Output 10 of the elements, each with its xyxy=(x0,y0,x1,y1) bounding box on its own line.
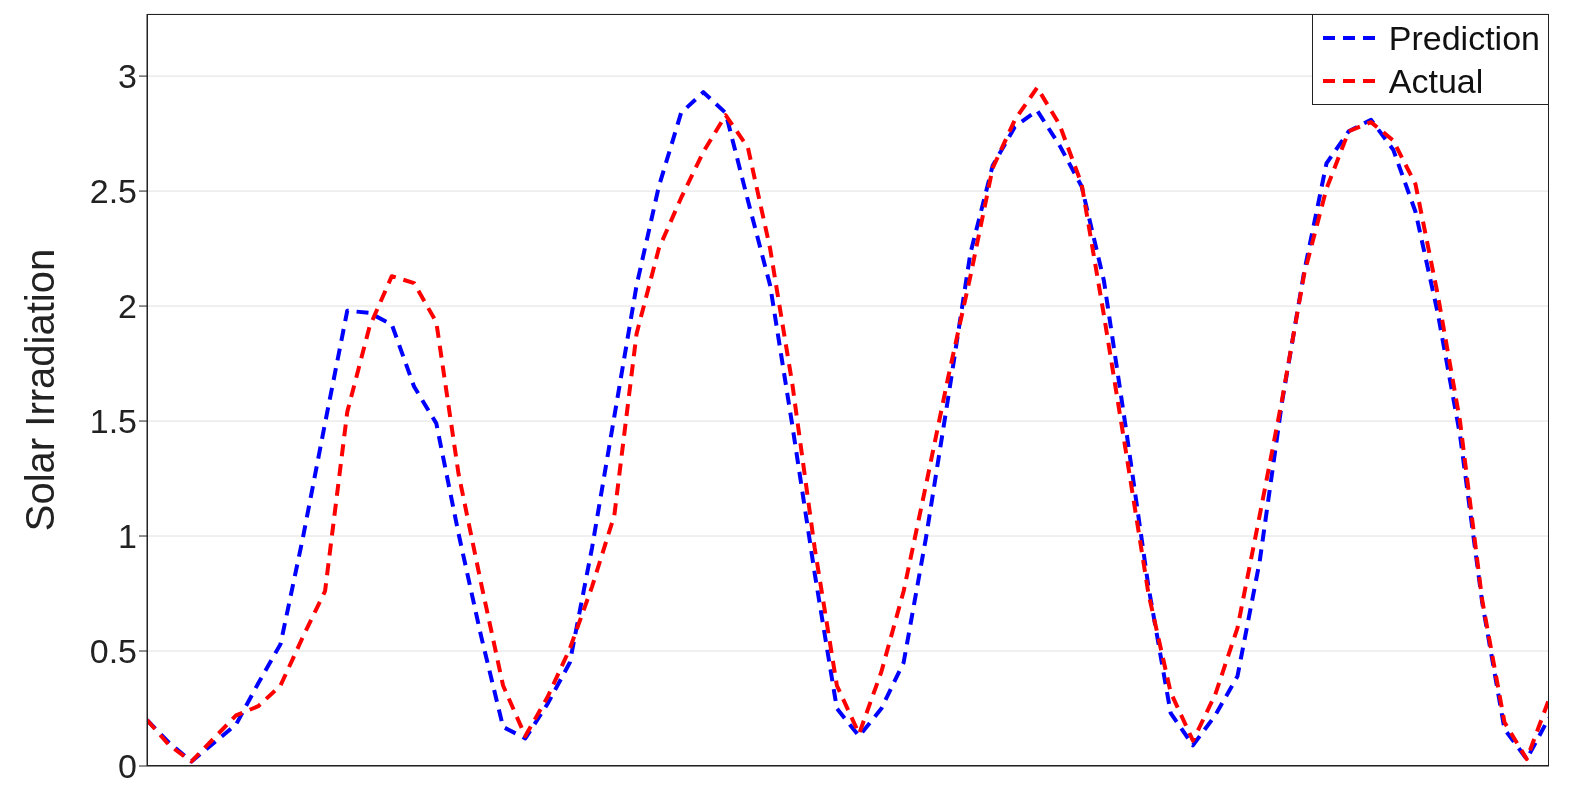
y-axis-title: Solar Irradiation xyxy=(18,248,63,532)
y-tick-label: 0.5 xyxy=(89,632,137,671)
y-tick-label: 3 xyxy=(118,57,137,96)
y-tick-label: 1 xyxy=(118,517,137,556)
legend-label: Prediction xyxy=(1388,18,1540,59)
y-tick-label: 2 xyxy=(118,287,137,326)
y-tick-label: 1.5 xyxy=(89,402,137,441)
y-tick-label: 2.5 xyxy=(89,172,137,211)
legend-label: Actual xyxy=(1388,60,1484,102)
y-tick-label: 0 xyxy=(118,747,137,786)
